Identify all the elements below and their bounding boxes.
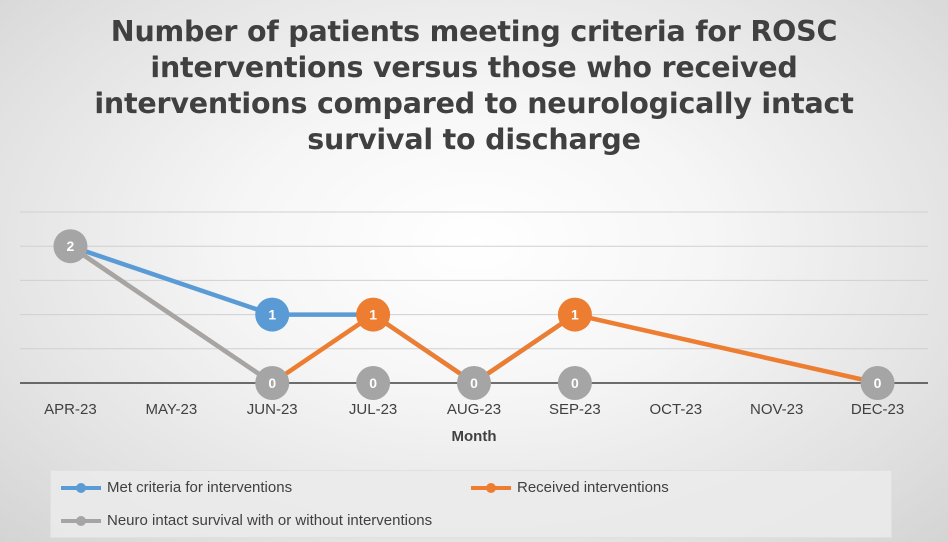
data-label: 1 xyxy=(571,307,579,323)
legend-swatch xyxy=(61,482,101,494)
data-label: 0 xyxy=(470,375,478,391)
data-label: 1 xyxy=(268,307,276,323)
data-point xyxy=(255,366,290,400)
series-line xyxy=(68,243,275,386)
legend-item: Met criteria for interventions xyxy=(61,479,292,496)
x-tick-label: JUN-23 xyxy=(247,401,298,418)
data-label: 0 xyxy=(571,375,579,391)
legend-swatch xyxy=(61,515,101,527)
legend-label: Neuro intact survival with or without in… xyxy=(107,512,433,529)
data-label: 0 xyxy=(874,375,882,391)
x-tick-label: OCT-23 xyxy=(650,401,703,418)
x-tick-label: NOV-23 xyxy=(750,401,803,418)
data-point xyxy=(860,366,895,400)
x-tick-label: AUG-23 xyxy=(447,401,501,418)
data-point xyxy=(356,366,391,400)
legend: Met criteria for interventions Received i… xyxy=(50,470,892,538)
x-tick-label: DEC-23 xyxy=(851,401,904,418)
x-tick-label: JUL-23 xyxy=(349,401,397,418)
legend-label: Received interventions xyxy=(517,479,669,496)
data-point xyxy=(356,297,391,332)
legend-label: Met criteria for interventions xyxy=(107,479,293,496)
data-label: 0 xyxy=(369,375,377,391)
data-point xyxy=(557,297,592,332)
data-point xyxy=(557,366,592,400)
data-label: 1 xyxy=(369,307,377,323)
x-axis-title: Month xyxy=(452,428,497,445)
x-tick-label: MAY-23 xyxy=(145,401,197,418)
x-tick-label: SEP-23 xyxy=(549,401,601,418)
data-point xyxy=(457,366,491,400)
data-point xyxy=(53,229,88,264)
data-point xyxy=(255,297,290,332)
legend-swatch xyxy=(471,482,511,494)
data-label: 0 xyxy=(268,375,276,391)
chart-title: Number of patients meeting criteria for … xyxy=(94,15,854,156)
data-label: 2 xyxy=(67,238,75,254)
legend-item: Neuro intact survival with or without in… xyxy=(61,512,432,529)
legend-item: Received interventions xyxy=(471,479,669,496)
x-tick-label: APR-23 xyxy=(44,401,97,418)
